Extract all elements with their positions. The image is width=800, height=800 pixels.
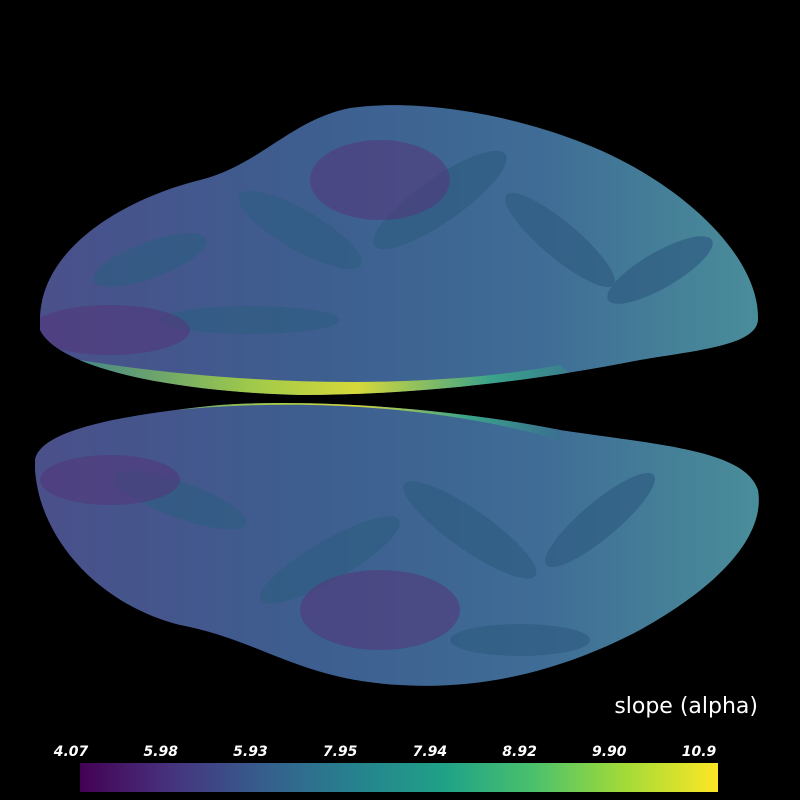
color-bar-label: 9.90 [592,744,627,760]
color-bar-label: 10.9 [682,744,717,760]
color-bar-label: 7.94 [413,744,448,760]
color-bar [80,763,718,792]
color-bar-label: 5.93 [233,744,268,760]
color-bar-label: 8.92 [502,744,537,760]
lower-hemisphere [35,402,759,686]
color-bar-label: 5.98 [143,744,178,760]
color-bar-label: 4.07 [53,744,89,760]
color-bar-label: 7.95 [323,744,358,760]
scalar-bar-title: slope (alpha) [614,694,758,719]
upper-hemisphere [40,105,759,396]
color-bar-labels: 4.07 5.98 5.93 7.95 7.94 8.92 9.90 10.9 [53,744,717,760]
